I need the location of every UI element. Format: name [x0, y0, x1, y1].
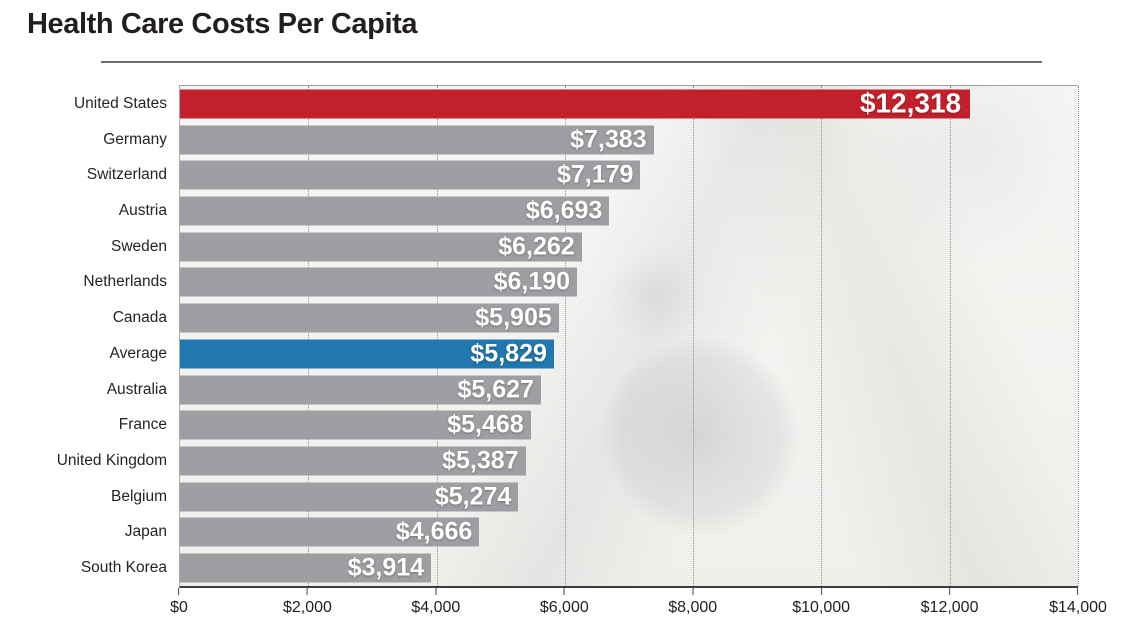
tick-mark [306, 588, 308, 595]
axis-tick: $6,000 [540, 588, 589, 617]
gridline [949, 86, 951, 586]
category-label: United States [73, 94, 167, 112]
category-label: Average [109, 344, 167, 362]
bar-row: Canada $5,905 [113, 300, 1078, 336]
category-label: United Kingdom [56, 452, 167, 470]
gridline [693, 86, 695, 586]
bar: $5,627 [180, 375, 541, 405]
gridline [564, 86, 566, 586]
bar: $6,693 [180, 196, 610, 226]
category-label: Canada [112, 309, 167, 327]
bar-row: South Korea $3,914 [81, 550, 1078, 586]
axis-tick: $10,000 [792, 588, 850, 617]
bar-value-label: $5,387 [442, 446, 519, 475]
bar-value-label: $5,274 [434, 482, 512, 511]
axis-tick: $8,000 [668, 588, 717, 617]
bar: $5,829 [180, 339, 554, 369]
bar-value-label: $12,318 [859, 87, 962, 119]
axis-tick: $12,000 [920, 588, 979, 617]
bar-row: Japan $4,666 [125, 515, 1078, 551]
tick-label: $4,000 [411, 599, 461, 616]
chart-title: Health Care Costs Per Capita [27, 8, 418, 40]
category-label: Germany [103, 130, 167, 148]
bar-value-label: $6,262 [498, 232, 575, 261]
category-label: Australia [106, 380, 167, 398]
bar: $4,666 [180, 517, 480, 547]
bar-value-label: $3,914 [347, 553, 425, 582]
bar-row: France $5,468 [119, 407, 1078, 443]
bar-row: Netherlands $6,190 [83, 265, 1078, 301]
bar-row: Switzerland $7,179 [87, 157, 1078, 193]
category-label: South Korea [80, 559, 167, 577]
axis-tick: $4,000 [411, 588, 460, 617]
title-underline [101, 61, 1042, 63]
bar-value-label: $5,905 [475, 303, 552, 332]
tick-mark [820, 588, 822, 595]
plot-area: United States $12,318 Germany $7,383 Switzer… [57, 85, 1079, 588]
bar: $5,274 [180, 482, 519, 512]
tick-label: $14,000 [1049, 599, 1107, 616]
tick-label: $12,000 [920, 599, 979, 616]
bar-value-label: $5,468 [447, 410, 524, 439]
bar: $6,262 [180, 232, 582, 262]
bar: $5,468 [180, 410, 531, 440]
bar-row: United States $12,318 [74, 86, 1078, 122]
tick-mark [1077, 588, 1079, 595]
bar: $5,387 [180, 446, 526, 476]
bar-row: Sweden $6,262 [111, 229, 1078, 265]
bar-rows: United States $12,318 Germany $7,383 Switzer… [57, 86, 1078, 586]
tick-mark [178, 588, 180, 595]
category-label: Netherlands [83, 273, 167, 291]
bar-value-label: $5,829 [470, 339, 547, 368]
axis-tick: $14,000 [1049, 588, 1107, 617]
gridline [308, 86, 310, 586]
bar: $12,318 [180, 87, 971, 119]
bar-value-label: $6,190 [493, 267, 571, 296]
tick-mark [563, 588, 565, 595]
bar-value-label: $4,666 [395, 517, 473, 546]
bar: $3,914 [180, 553, 432, 583]
bar-value-label: $7,383 [570, 125, 647, 154]
bar: $6,190 [180, 267, 578, 297]
bar-row: Average $5,829 [110, 336, 1078, 372]
gridline [436, 86, 438, 586]
tick-label: $10,000 [792, 599, 851, 616]
bar: $7,383 [180, 125, 654, 155]
bar: $5,905 [180, 303, 559, 333]
category-label: Austria [118, 202, 167, 220]
bar-row: Australia $5,627 [107, 372, 1078, 408]
bar-value-label: $5,627 [457, 375, 534, 404]
tick-label: $2,000 [282, 599, 332, 616]
category-label: Japan [124, 523, 167, 541]
bar-row: Austria $6,693 [119, 193, 1078, 229]
bar: $7,179 [180, 160, 641, 190]
tick-label: $6,000 [539, 599, 589, 616]
tick-mark [692, 588, 694, 595]
category-label: Sweden [110, 237, 167, 255]
tick-mark [435, 588, 437, 595]
bar-row: Germany $7,383 [103, 122, 1078, 158]
bar-value-label: $6,693 [525, 196, 603, 225]
category-label: Belgium [111, 487, 167, 505]
bar-row: Belgium $5,274 [111, 479, 1078, 515]
bar-row: United Kingdom $5,387 [57, 443, 1078, 479]
axis-tick: $2,000 [283, 588, 332, 617]
category-label: Switzerland [86, 166, 167, 184]
x-axis: $0 $2,000 $4,000 $6,000 $8,000 $10,000 $12,000… [170, 588, 1107, 633]
axis-tick: $0 [170, 588, 188, 617]
gridline [1078, 86, 1079, 586]
category-label: France [118, 416, 167, 434]
tick-label: $0 [170, 599, 188, 616]
bar-value-label: $7,179 [557, 160, 634, 189]
tick-label: $8,000 [668, 599, 718, 616]
tick-mark [949, 588, 951, 595]
gridline [821, 86, 823, 586]
